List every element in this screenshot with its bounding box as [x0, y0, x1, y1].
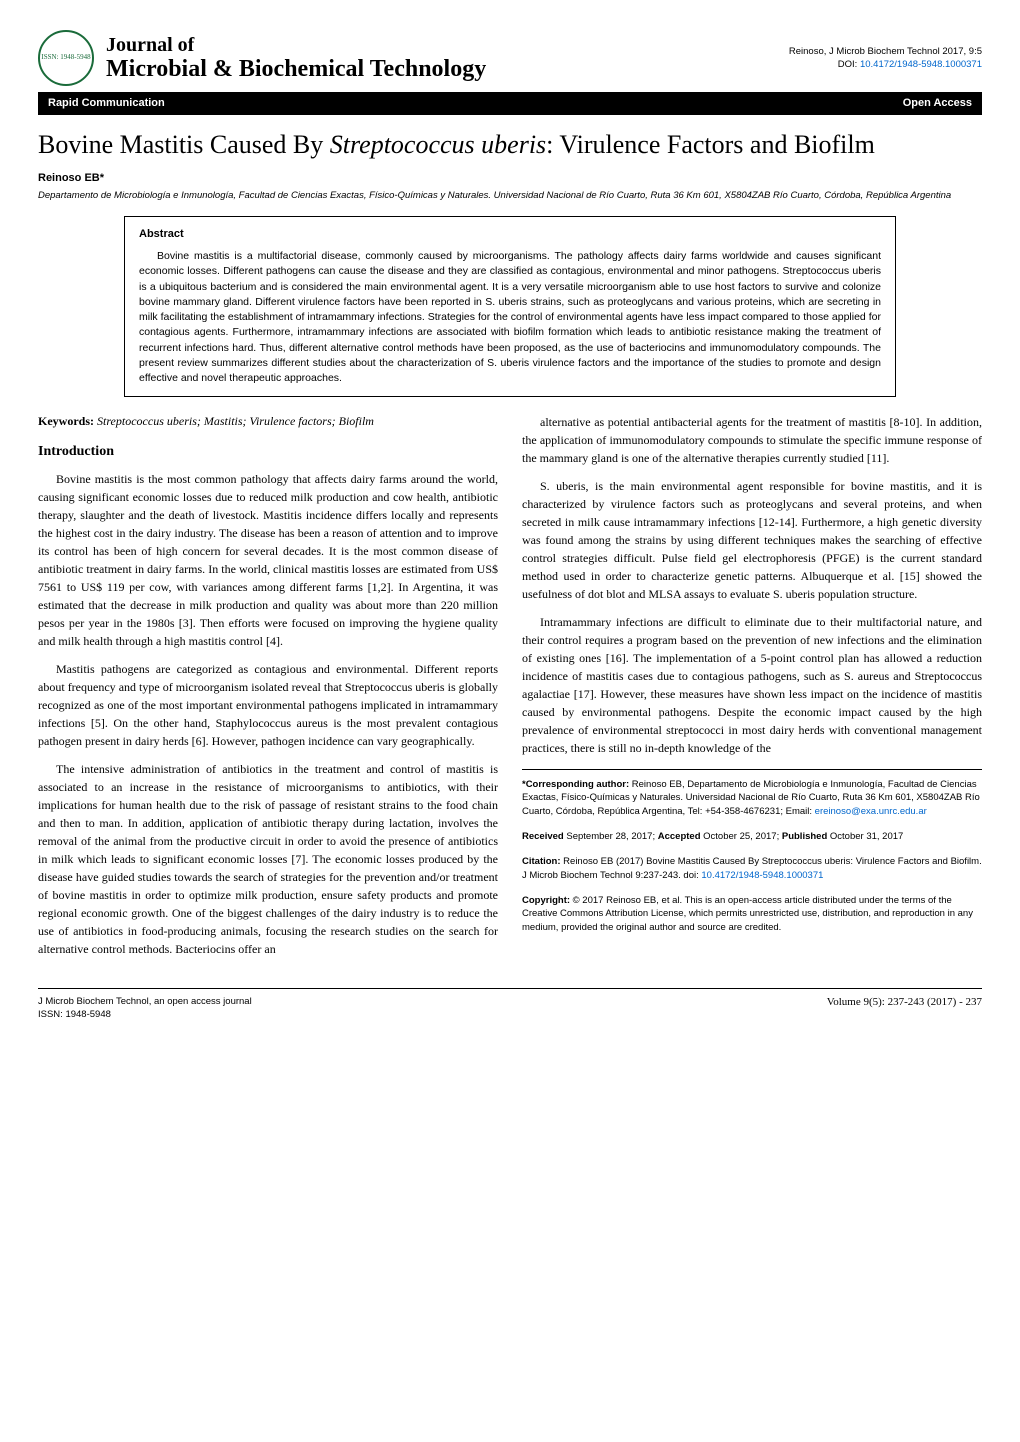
right-column: alternative as potential antibacterial a… [522, 413, 982, 967]
abstract-heading: Abstract [139, 227, 881, 243]
left-p3: The intensive administration of antibiot… [38, 760, 498, 958]
keywords-text: Streptococcus uberis; Mastitis; Virulenc… [94, 414, 374, 428]
copyright-label: Copyright: [522, 895, 570, 906]
citation-block: Citation: Reinoso EB (2017) Bovine Masti… [522, 855, 982, 882]
citation-short: Reinoso, J Microb Biochem Technol 2017, … [789, 45, 982, 58]
page-footer: J Microb Biochem Technol, an open access… [38, 988, 982, 1022]
footer-left: J Microb Biochem Technol, an open access… [38, 995, 252, 1022]
doi-line: DOI: 10.4172/1948-5948.1000371 [789, 58, 982, 71]
abstract-text: Bovine mastitis is a multifactorial dise… [139, 249, 881, 386]
corresponding-block: *Corresponding author: Reinoso EB, Depar… [522, 769, 982, 818]
title-post: : Virulence Factors and Biofilm [546, 130, 875, 159]
keywords-label: Keywords: [38, 414, 94, 428]
body-columns: Keywords: Streptococcus uberis; Mastitis… [38, 413, 982, 967]
authors: Reinoso EB* [38, 171, 982, 186]
right-p2: S. uberis, is the main environmental age… [522, 477, 982, 603]
citation-doi[interactable]: 10.4172/1948-5948.1000371 [701, 870, 823, 881]
corresponding-label: *Corresponding author: [522, 779, 629, 790]
doi-value[interactable]: 10.4172/1948-5948.1000371 [860, 59, 982, 70]
footer-left-line2: ISSN: 1948-5948 [38, 1008, 252, 1021]
accepted-label: Accepted [658, 831, 701, 842]
footer-left-line1: J Microb Biochem Technol, an open access… [38, 995, 252, 1008]
copyright-block: Copyright: © 2017 Reinoso EB, et al. Thi… [522, 894, 982, 934]
title-pre: Bovine Mastitis Caused By [38, 130, 330, 159]
abstract-box: Abstract Bovine mastitis is a multifacto… [124, 216, 896, 397]
dates-block: Received September 28, 2017; Accepted Oc… [522, 830, 982, 843]
journal-of-label: Journal of [106, 34, 486, 56]
doi-label: DOI: [838, 59, 858, 70]
category-bar: Rapid Communication Open Access [38, 92, 982, 115]
page-header: ISSN: 1948-5948 Journal of Microbial & B… [38, 30, 982, 86]
received-label: Received [522, 831, 564, 842]
left-p1: Bovine mastitis is the most common patho… [38, 470, 498, 650]
article-title: Bovine Mastitis Caused By Streptococcus … [38, 129, 982, 160]
header-left: ISSN: 1948-5948 Journal of Microbial & B… [38, 30, 486, 86]
footer-right: Volume 9(5): 237-243 (2017) - 237 [827, 995, 982, 1022]
journal-name: Microbial & Biochemical Technology [106, 56, 486, 82]
introduction-heading: Introduction [38, 442, 498, 462]
keywords-line: Keywords: Streptococcus uberis; Mastitis… [38, 413, 498, 430]
right-p1: alternative as potential antibacterial a… [522, 413, 982, 467]
logo-inner-text: ISSN: 1948-5948 [41, 53, 90, 63]
accepted-date: October 25, 2017; [701, 831, 782, 842]
copyright-text: © 2017 Reinoso EB, et al. This is an ope… [522, 895, 973, 933]
bar-left: Rapid Communication [48, 96, 165, 111]
published-date: October 31, 2017 [827, 831, 903, 842]
left-p2: Mastitis pathogens are categorized as co… [38, 660, 498, 750]
journal-logo-icon: ISSN: 1948-5948 [38, 30, 94, 86]
journal-title-block: Journal of Microbial & Biochemical Techn… [106, 34, 486, 82]
header-right: Reinoso, J Microb Biochem Technol 2017, … [789, 45, 982, 72]
right-p3: Intramammary infections are difficult to… [522, 613, 982, 757]
citation-label: Citation: [522, 856, 561, 867]
title-italic: Streptococcus uberis [330, 130, 546, 159]
corresponding-email[interactable]: ereinoso@exa.unrc.edu.ar [815, 806, 927, 817]
affiliation: Departamento de Microbiología e Inmunolo… [38, 189, 982, 202]
left-column: Keywords: Streptococcus uberis; Mastitis… [38, 413, 498, 967]
published-label: Published [782, 831, 827, 842]
received-date: September 28, 2017; [564, 831, 658, 842]
bar-right: Open Access [903, 96, 972, 111]
